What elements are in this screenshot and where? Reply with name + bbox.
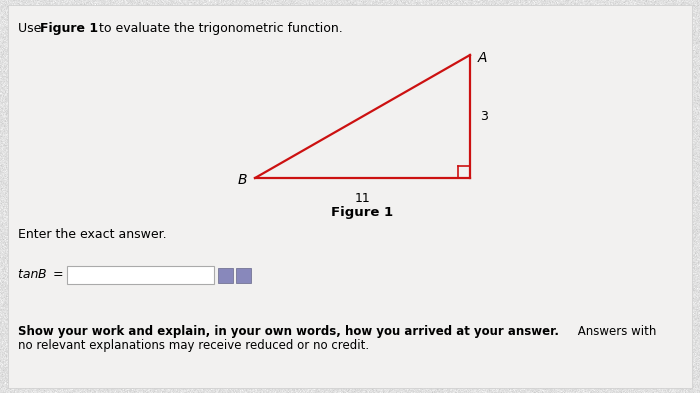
Text: Figure 1: Figure 1 — [40, 22, 98, 35]
Text: Answers with: Answers with — [574, 325, 657, 338]
Text: 3: 3 — [480, 110, 488, 123]
Text: B: B — [237, 173, 247, 187]
Text: tan: tan — [18, 268, 43, 281]
FancyBboxPatch shape — [8, 5, 692, 388]
Text: no relevant explanations may receive reduced or no credit.: no relevant explanations may receive red… — [18, 339, 369, 352]
Text: 11: 11 — [355, 192, 370, 205]
Text: A: A — [478, 51, 487, 65]
FancyBboxPatch shape — [235, 268, 251, 283]
FancyBboxPatch shape — [67, 266, 214, 284]
Text: =: = — [49, 268, 64, 281]
Text: to evaluate the trigonometric function.: to evaluate the trigonometric function. — [95, 22, 343, 35]
Text: Show your work and explain, in your own words, how you arrived at your answer.: Show your work and explain, in your own … — [18, 325, 559, 338]
FancyBboxPatch shape — [218, 268, 232, 283]
Text: Enter the exact answer.: Enter the exact answer. — [18, 228, 167, 241]
Text: B: B — [38, 268, 47, 281]
Text: Figure 1: Figure 1 — [331, 206, 393, 219]
Text: Use: Use — [18, 22, 46, 35]
